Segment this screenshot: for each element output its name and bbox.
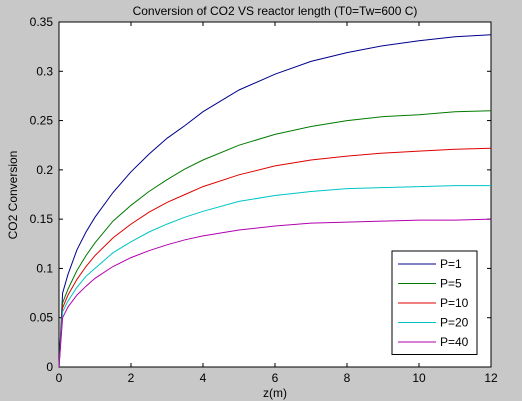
y-tick-label: 0.15	[30, 212, 54, 226]
legend-label-2: P=10	[440, 296, 469, 310]
series-line-1	[58, 110, 492, 368]
series-lines	[58, 34, 492, 368]
legend-label-4: P=40	[440, 335, 469, 349]
series-line-3	[58, 185, 491, 368]
legend-label-3: P=20	[440, 316, 469, 330]
x-tick-label: 8	[344, 371, 351, 385]
y-axis-label: CO2 Conversion	[6, 151, 20, 240]
series-line-0	[58, 34, 492, 368]
x-tick-label: 6	[272, 371, 279, 385]
legend-label-0: P=1	[440, 257, 462, 271]
y-tick-label: 0.25	[30, 114, 54, 128]
axis-ticks: 0 2 4 6 8 10 12 0 0.05 0.1 0.15 0.2 0.25 0.3 0.35	[30, 15, 498, 385]
x-axis-label: z(m)	[263, 386, 287, 400]
chart-title: Conversion of CO2 VS reactor length (T0=…	[133, 4, 418, 18]
x-tick-label: 4	[200, 371, 207, 385]
legend-label-1: P=5	[440, 277, 462, 291]
x-tick-label: 0	[56, 371, 63, 385]
x-tick-label: 2	[128, 371, 135, 385]
series-line-4	[58, 218, 492, 368]
y-tick-label: 0.05	[30, 311, 54, 325]
x-tick-label: 12	[484, 371, 498, 385]
y-tick-label: 0.3	[36, 64, 53, 78]
x-tick-label: 10	[412, 371, 426, 385]
y-tick-label: 0	[46, 360, 53, 374]
y-tick-label: 0.35	[30, 15, 54, 29]
y-tick-label: 0.1	[36, 261, 53, 275]
y-tick-label: 0.2	[36, 163, 53, 177]
series-line-2	[58, 147, 492, 368]
legend: P=1 P=5 P=10 P=20 P=40	[391, 250, 478, 355]
